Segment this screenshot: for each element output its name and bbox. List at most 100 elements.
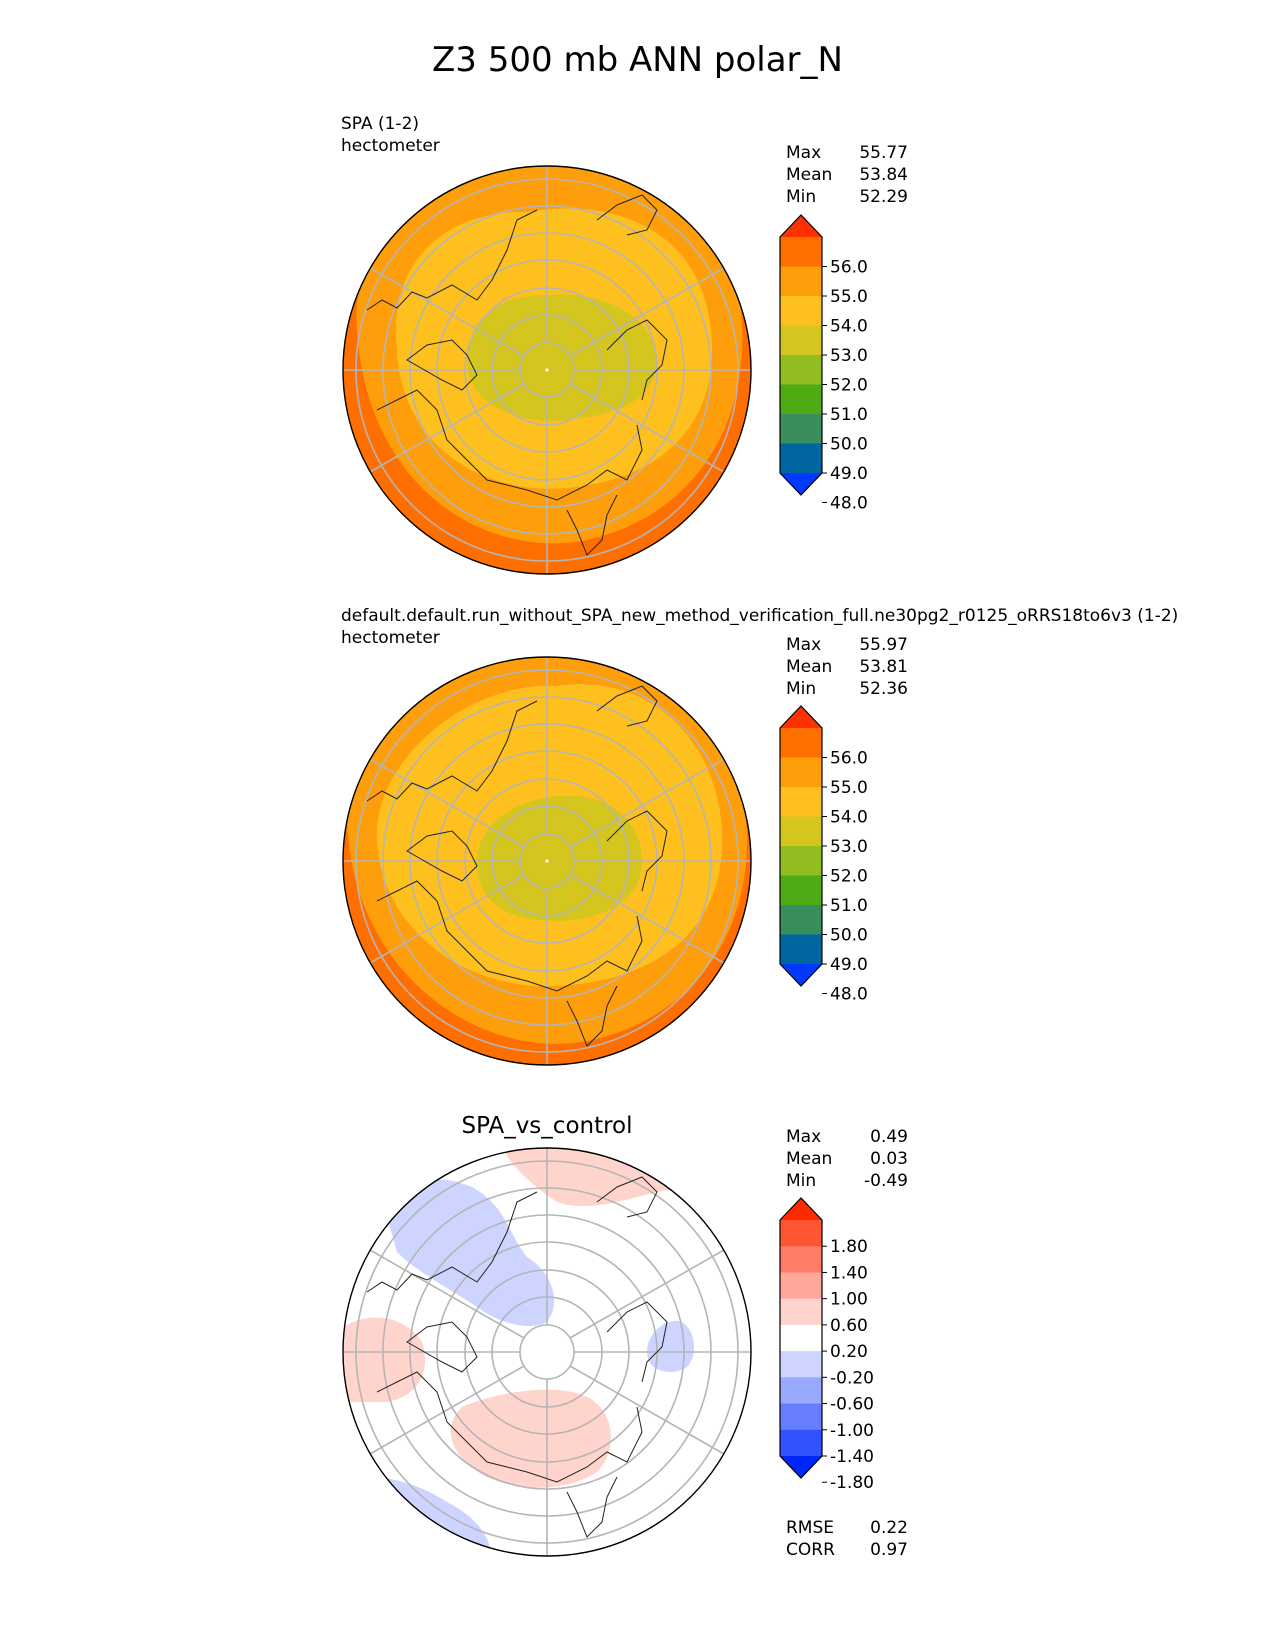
colorbar-tick-label: 53.0 bbox=[830, 837, 868, 857]
colorbar-segment bbox=[780, 787, 822, 817]
colorbar-tick-label: 51.0 bbox=[830, 405, 868, 425]
stat-max: Max 0.49 bbox=[786, 1127, 908, 1147]
colorbar-extend-max bbox=[780, 215, 822, 237]
colorbar-tick-label: -1.80 bbox=[830, 1473, 874, 1493]
panel-1-stats: Max 55.77 Mean 53.84 Min 52.29 bbox=[786, 142, 908, 208]
colorbar-segment bbox=[780, 1377, 822, 1405]
stat-max: Max 55.77 bbox=[786, 143, 908, 163]
colorbar-segment bbox=[780, 816, 822, 847]
colorbar-tick-label: 55.0 bbox=[830, 287, 868, 307]
stat-mean: Mean 53.81 bbox=[786, 657, 908, 677]
colorbar-tick-label: 0.60 bbox=[830, 1316, 868, 1336]
colorbar-tick-label: -1.40 bbox=[830, 1447, 874, 1467]
stat-max: Max 55.97 bbox=[786, 635, 908, 655]
colorbar-segment bbox=[780, 1220, 822, 1247]
colorbar-segment bbox=[780, 296, 822, 326]
panel-2-stats: Max 55.97 Mean 53.81 Min 52.36 bbox=[786, 634, 908, 700]
contour-fill-negative bbox=[387, 1179, 555, 1327]
colorbar-tick-label: 56.0 bbox=[830, 258, 868, 278]
metric-rmse: RMSE 0.22 bbox=[786, 1518, 908, 1538]
graticule-meridians bbox=[343, 166, 751, 574]
colorbar-segment bbox=[780, 728, 822, 758]
colorbar-segment bbox=[780, 1429, 822, 1457]
panel-1-units: hectometer bbox=[341, 136, 440, 156]
colorbar-segment bbox=[780, 1246, 822, 1273]
colorbar-tick-label: -0.20 bbox=[830, 1368, 874, 1388]
colorbar-tick-label: 50.0 bbox=[830, 926, 868, 946]
contour-fill-52 bbox=[476, 795, 642, 921]
colorbar-segment bbox=[780, 875, 822, 906]
stat-mean: Mean 0.03 bbox=[786, 1149, 908, 1169]
colorbar-segment bbox=[780, 1272, 822, 1300]
panel-1-title: SPA (1-2) hectometer bbox=[341, 113, 440, 157]
north-pole-marker bbox=[545, 368, 549, 372]
panel-3-stats: Max 0.49 Mean 0.03 Min -0.49 bbox=[786, 1126, 908, 1192]
map-boundary bbox=[342, 656, 752, 1066]
coastlines bbox=[366, 685, 668, 1047]
coastlines bbox=[366, 1176, 668, 1538]
colorbar-segment bbox=[780, 384, 822, 415]
panel-3-metrics: RMSE 0.22 CORR 0.97 bbox=[786, 1517, 908, 1561]
colorbar-segment bbox=[780, 443, 822, 474]
figure-title: Z3 500 mb ANN polar_N bbox=[432, 40, 843, 80]
colorbar-tick-label: 55.0 bbox=[830, 778, 868, 798]
graticule-meridians bbox=[343, 1148, 751, 1556]
north-pole-marker bbox=[545, 859, 549, 863]
coastlines bbox=[366, 194, 668, 556]
stat-mean: Mean 53.84 bbox=[786, 165, 908, 185]
contour-fill-positive bbox=[343, 1317, 426, 1402]
panel-1-case-name: SPA (1-2) bbox=[341, 114, 420, 134]
colorbar-segment bbox=[780, 934, 822, 965]
panel-2-units: hectometer bbox=[341, 628, 440, 648]
colorbar-segment bbox=[780, 846, 822, 876]
colorbar-tick-label: 54.0 bbox=[830, 317, 868, 337]
colorbar-segment bbox=[780, 414, 822, 444]
panel-3-colorbar: 1.80 1.40 1.00 0.60 0.20 -0.20 -0.60 -1.00 -1.40… bbox=[779, 1197, 874, 1493]
panel-1-colorbar: 56.0 55.0 54.0 53.0 52.0 51.0 50.0 49.0 48.0 bbox=[779, 214, 868, 514]
stat-min: Min 52.29 bbox=[786, 187, 908, 207]
colorbar-tick-label: 52.0 bbox=[830, 376, 868, 396]
panel-2-title: default.default.run_without_SPA_new_meth… bbox=[341, 605, 1178, 649]
graticule-meridians bbox=[343, 657, 751, 1065]
metric-corr: CORR 0.97 bbox=[786, 1540, 908, 1560]
colorbar-tick-label: -0.60 bbox=[830, 1395, 874, 1415]
panel-1-map bbox=[342, 165, 752, 575]
colorbar-segment bbox=[780, 237, 822, 267]
map-boundary bbox=[342, 165, 752, 575]
panel-2-map bbox=[342, 656, 752, 1066]
colorbar-extend-min bbox=[780, 1456, 822, 1478]
panel-2-colorbar: 56.0 55.0 54.0 53.0 52.0 51.0 50.0 49.0 48.0 bbox=[779, 705, 868, 1005]
colorbar-extend-min bbox=[780, 473, 822, 495]
colorbar-tick-label: 48.0 bbox=[830, 985, 868, 1005]
colorbar-segment bbox=[780, 905, 822, 935]
colorbar-tick-label: 1.40 bbox=[830, 1263, 868, 1283]
colorbar-tick-label: 54.0 bbox=[830, 808, 868, 828]
colorbar-segment bbox=[780, 355, 822, 385]
map-boundary bbox=[342, 1147, 752, 1557]
colorbar-tick-label: 1.00 bbox=[830, 1290, 868, 1310]
colorbar-extend-min bbox=[780, 964, 822, 986]
colorbar-tick-label: -1.00 bbox=[830, 1421, 874, 1441]
colorbar-tick-label: 49.0 bbox=[830, 955, 868, 975]
panel-3-map bbox=[342, 1147, 752, 1557]
colorbar-tick-label: 1.80 bbox=[830, 1237, 868, 1257]
colorbar-tick-label: 0.20 bbox=[830, 1342, 868, 1362]
colorbar-extend-max bbox=[780, 1198, 822, 1220]
colorbar-segment bbox=[780, 1351, 822, 1378]
colorbar-segment bbox=[780, 1403, 822, 1431]
stat-min: Min -0.49 bbox=[786, 1171, 908, 1191]
colorbar-segment bbox=[780, 1324, 822, 1352]
panel-3-title: SPA_vs_control bbox=[461, 1113, 633, 1139]
colorbar-extend-max bbox=[780, 706, 822, 728]
colorbar-tick-label: 51.0 bbox=[830, 896, 868, 916]
colorbar-segment bbox=[780, 757, 822, 788]
colorbar-tick-label: 50.0 bbox=[830, 435, 868, 455]
colorbar-tick-label: 52.0 bbox=[830, 867, 868, 887]
colorbar-tick-label: 49.0 bbox=[830, 464, 868, 484]
colorbar-tick-label: 48.0 bbox=[830, 494, 868, 514]
panel-2-case-name: default.default.run_without_SPA_new_meth… bbox=[341, 606, 1179, 626]
colorbar-segment bbox=[780, 1298, 822, 1326]
stat-min: Min 52.36 bbox=[786, 679, 908, 699]
colorbar-segment bbox=[780, 325, 822, 356]
colorbar-tick-label: 56.0 bbox=[830, 749, 868, 769]
